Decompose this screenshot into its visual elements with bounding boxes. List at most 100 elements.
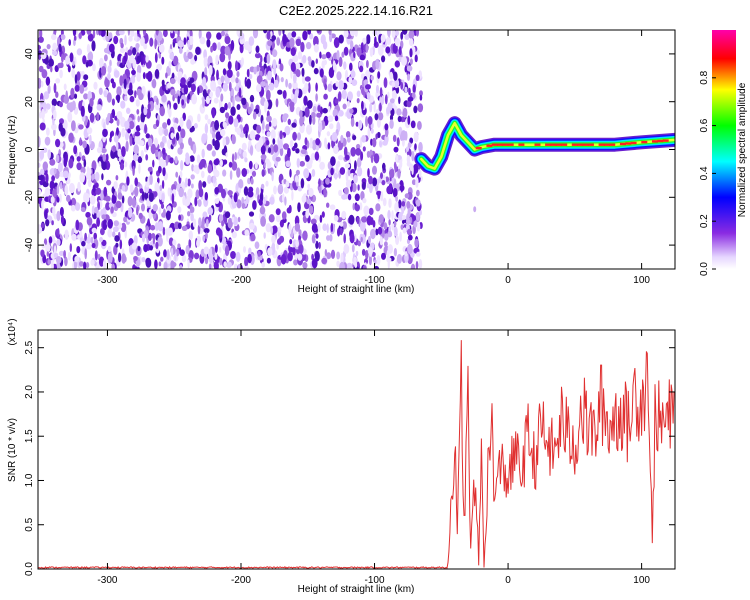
noise-cell (40, 81, 44, 88)
noise-cell (279, 130, 283, 140)
noise-cell (175, 171, 179, 178)
noise-cell (132, 47, 137, 56)
noise-cell (85, 193, 90, 203)
noise-cell (344, 163, 351, 169)
noise-cell (417, 120, 422, 130)
noise-cell (379, 87, 383, 98)
noise-cell (190, 83, 196, 93)
noise-cell (96, 217, 100, 227)
noise-cell (111, 108, 116, 119)
noise-cell (343, 61, 347, 70)
noise-cell (70, 87, 75, 99)
noise-cell (177, 222, 182, 230)
noise-cell (198, 187, 204, 198)
noise-cell (416, 251, 421, 257)
noise-cell (237, 263, 241, 269)
noise-cell (361, 181, 366, 190)
noise-cell (96, 112, 100, 122)
noise-cell (43, 91, 50, 100)
noise-cell (233, 192, 238, 203)
noise-cell (287, 118, 291, 125)
noise-cell (277, 183, 284, 195)
noise-cell (271, 117, 278, 127)
noise-cell (136, 55, 142, 63)
noise-cell (354, 107, 358, 114)
noise-cell (353, 51, 356, 59)
noise-cell (338, 80, 344, 90)
colorbar-tick-label: 0.8 (699, 70, 710, 84)
noise-cell (361, 248, 366, 256)
noise-cell (327, 115, 334, 123)
noise-cell (135, 99, 140, 107)
noise-cell (234, 152, 237, 161)
noise-cell (266, 115, 272, 123)
noise-cell (205, 218, 209, 228)
noise-cell (60, 214, 65, 225)
noise-cell (283, 143, 289, 150)
signal-peak (652, 140, 658, 143)
noise-cell (80, 207, 86, 213)
noise-cell (337, 91, 342, 102)
noise-cell (195, 46, 201, 55)
noise-cell (101, 147, 107, 154)
noise-cell (99, 57, 104, 69)
noise-cell (271, 35, 277, 41)
noise-cell (324, 83, 328, 91)
noise-cell (295, 38, 301, 47)
colorbar: 0.0 0.2 0.4 0.6 0.8 Normalized spectral ampl… (699, 30, 748, 276)
noise-cell (396, 254, 402, 264)
noise-cell (381, 252, 386, 260)
noise-cell (354, 204, 360, 212)
noise-cell (140, 54, 144, 66)
noise-cell (349, 108, 354, 114)
noise-cell (413, 105, 418, 114)
noise-cell (208, 64, 213, 76)
colorbar-tick-label: 0.6 (699, 118, 710, 132)
noise-cell (194, 252, 200, 260)
noise-cell (103, 90, 108, 98)
noise-cell (191, 125, 195, 132)
noise-cell (275, 156, 281, 162)
noise-cell (368, 175, 373, 185)
noise-cell (142, 72, 146, 80)
noise-cell (367, 127, 371, 139)
noise-cell (231, 134, 236, 145)
noise-cell (74, 74, 78, 84)
noise-cell (118, 30, 125, 36)
noise-cell (391, 210, 394, 221)
noise-cell (321, 211, 325, 218)
noise-cell (300, 149, 307, 155)
noise-cell (188, 230, 193, 241)
noise-cell (225, 112, 230, 119)
signal-peak (491, 143, 498, 146)
noise-cell (161, 56, 165, 65)
noise-cell (127, 128, 131, 134)
noise-cell (372, 137, 377, 148)
noise-cell (289, 37, 295, 48)
noise-cell (128, 55, 135, 64)
noise-cell (165, 72, 168, 79)
noise-cell (151, 233, 156, 239)
noise-cell (93, 81, 98, 90)
noise-cell (39, 168, 45, 176)
noise-cell (127, 49, 133, 56)
noise-cell (91, 205, 95, 215)
noise-cell (124, 120, 130, 130)
noise-cell (265, 123, 270, 131)
noise-cell (379, 102, 382, 112)
noise-cell (83, 261, 87, 269)
x-tick-label: 100 (633, 275, 650, 286)
noise-cell (351, 244, 355, 253)
noise-cell (115, 242, 119, 248)
noise-cell (115, 141, 119, 152)
noise-cell (138, 163, 141, 174)
noise-cell (266, 53, 271, 65)
noise-cell (126, 176, 130, 186)
noise-cell (324, 249, 328, 257)
noise-cell (166, 249, 170, 261)
noise-cell (297, 185, 303, 192)
noise-cell (318, 122, 323, 133)
noise-cell (197, 86, 200, 96)
noise-cell (213, 97, 219, 104)
noise-cell (228, 161, 233, 168)
